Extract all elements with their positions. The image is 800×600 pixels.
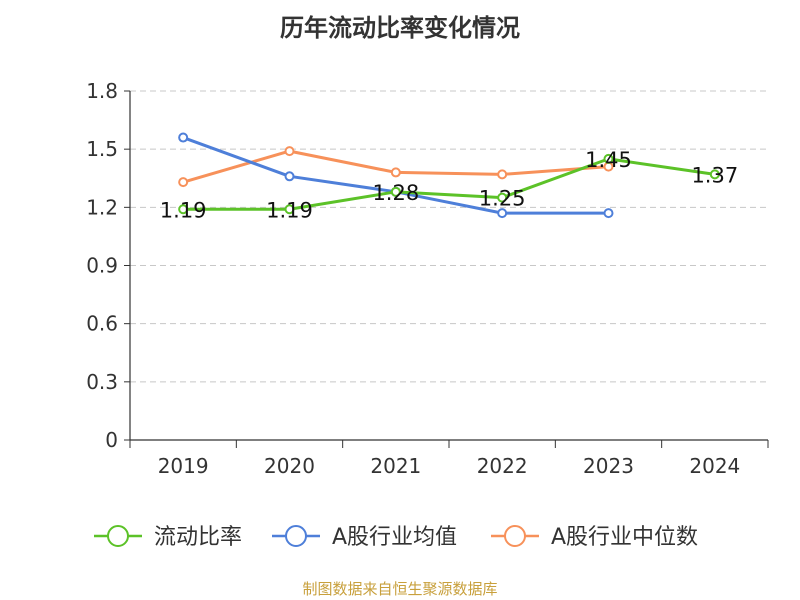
legend-marker xyxy=(285,525,307,547)
y-tick-label: 1.2 xyxy=(86,195,118,219)
data-point xyxy=(709,169,720,180)
legend-item[interactable]: 流动比率 xyxy=(94,525,242,550)
legend-label: A股行业中位数 xyxy=(551,525,698,550)
x-tick-label: 2024 xyxy=(689,454,740,478)
data-point xyxy=(178,204,189,215)
series-line xyxy=(183,157,716,211)
legend-item[interactable]: A股行业中位数 xyxy=(491,525,698,550)
y-tick-label: 0.9 xyxy=(86,254,118,278)
data-point xyxy=(390,167,401,178)
y-tick-label: 0 xyxy=(105,428,118,452)
x-tick-label: 2023 xyxy=(583,454,634,478)
data-point xyxy=(284,204,295,215)
data-point xyxy=(497,192,508,203)
x-tick-label: 2020 xyxy=(264,454,315,478)
data-point xyxy=(178,132,189,143)
legend-marker xyxy=(504,525,526,547)
chart-title: 历年流动比率变化情况 xyxy=(280,14,520,42)
data-point xyxy=(178,177,189,188)
y-tick-label: 1.8 xyxy=(86,79,118,103)
data-labels: 1.19 1.19 1.28 1.25 1.45 1.37 xyxy=(160,148,738,222)
data-point xyxy=(603,208,614,219)
y-tick-label: 0.6 xyxy=(86,312,118,336)
data-label: 1.28 xyxy=(372,181,419,205)
legend-item[interactable]: A股行业均值 xyxy=(272,525,457,550)
legend[interactable]: 流动比率 A股行业均值 A股行业中位数 xyxy=(94,525,698,550)
legend-label: A股行业均值 xyxy=(332,525,457,550)
x-tick-label: 2022 xyxy=(477,454,528,478)
data-point xyxy=(497,169,508,180)
x-tick-label: 2021 xyxy=(370,454,421,478)
y-tick-label: 1.5 xyxy=(86,137,118,161)
x-tick-label: 2019 xyxy=(158,454,209,478)
data-label: 1.45 xyxy=(585,148,632,172)
data-label: 1.19 xyxy=(266,198,313,222)
series-lines xyxy=(178,132,720,219)
data-source-note: 制图数据来自恒生聚源数据库 xyxy=(302,580,498,598)
data-point xyxy=(603,153,614,164)
series-line xyxy=(182,149,609,184)
data-point xyxy=(284,146,295,157)
legend-marker xyxy=(107,525,129,547)
axes: 0 0.3 0.6 0.9 1.2 1.5 1.8 2019 2020 2021 2022 2023 2… xyxy=(86,79,769,478)
grid-lines xyxy=(130,90,768,383)
data-point xyxy=(497,208,508,219)
data-label: 1.19 xyxy=(160,198,207,222)
data-point xyxy=(390,186,401,197)
y-tick-label: 0.3 xyxy=(86,370,118,394)
data-label: 1.25 xyxy=(479,187,526,211)
data-point xyxy=(284,171,295,182)
legend-label: 流动比率 xyxy=(154,525,242,550)
data-label: 1.37 xyxy=(691,163,738,187)
